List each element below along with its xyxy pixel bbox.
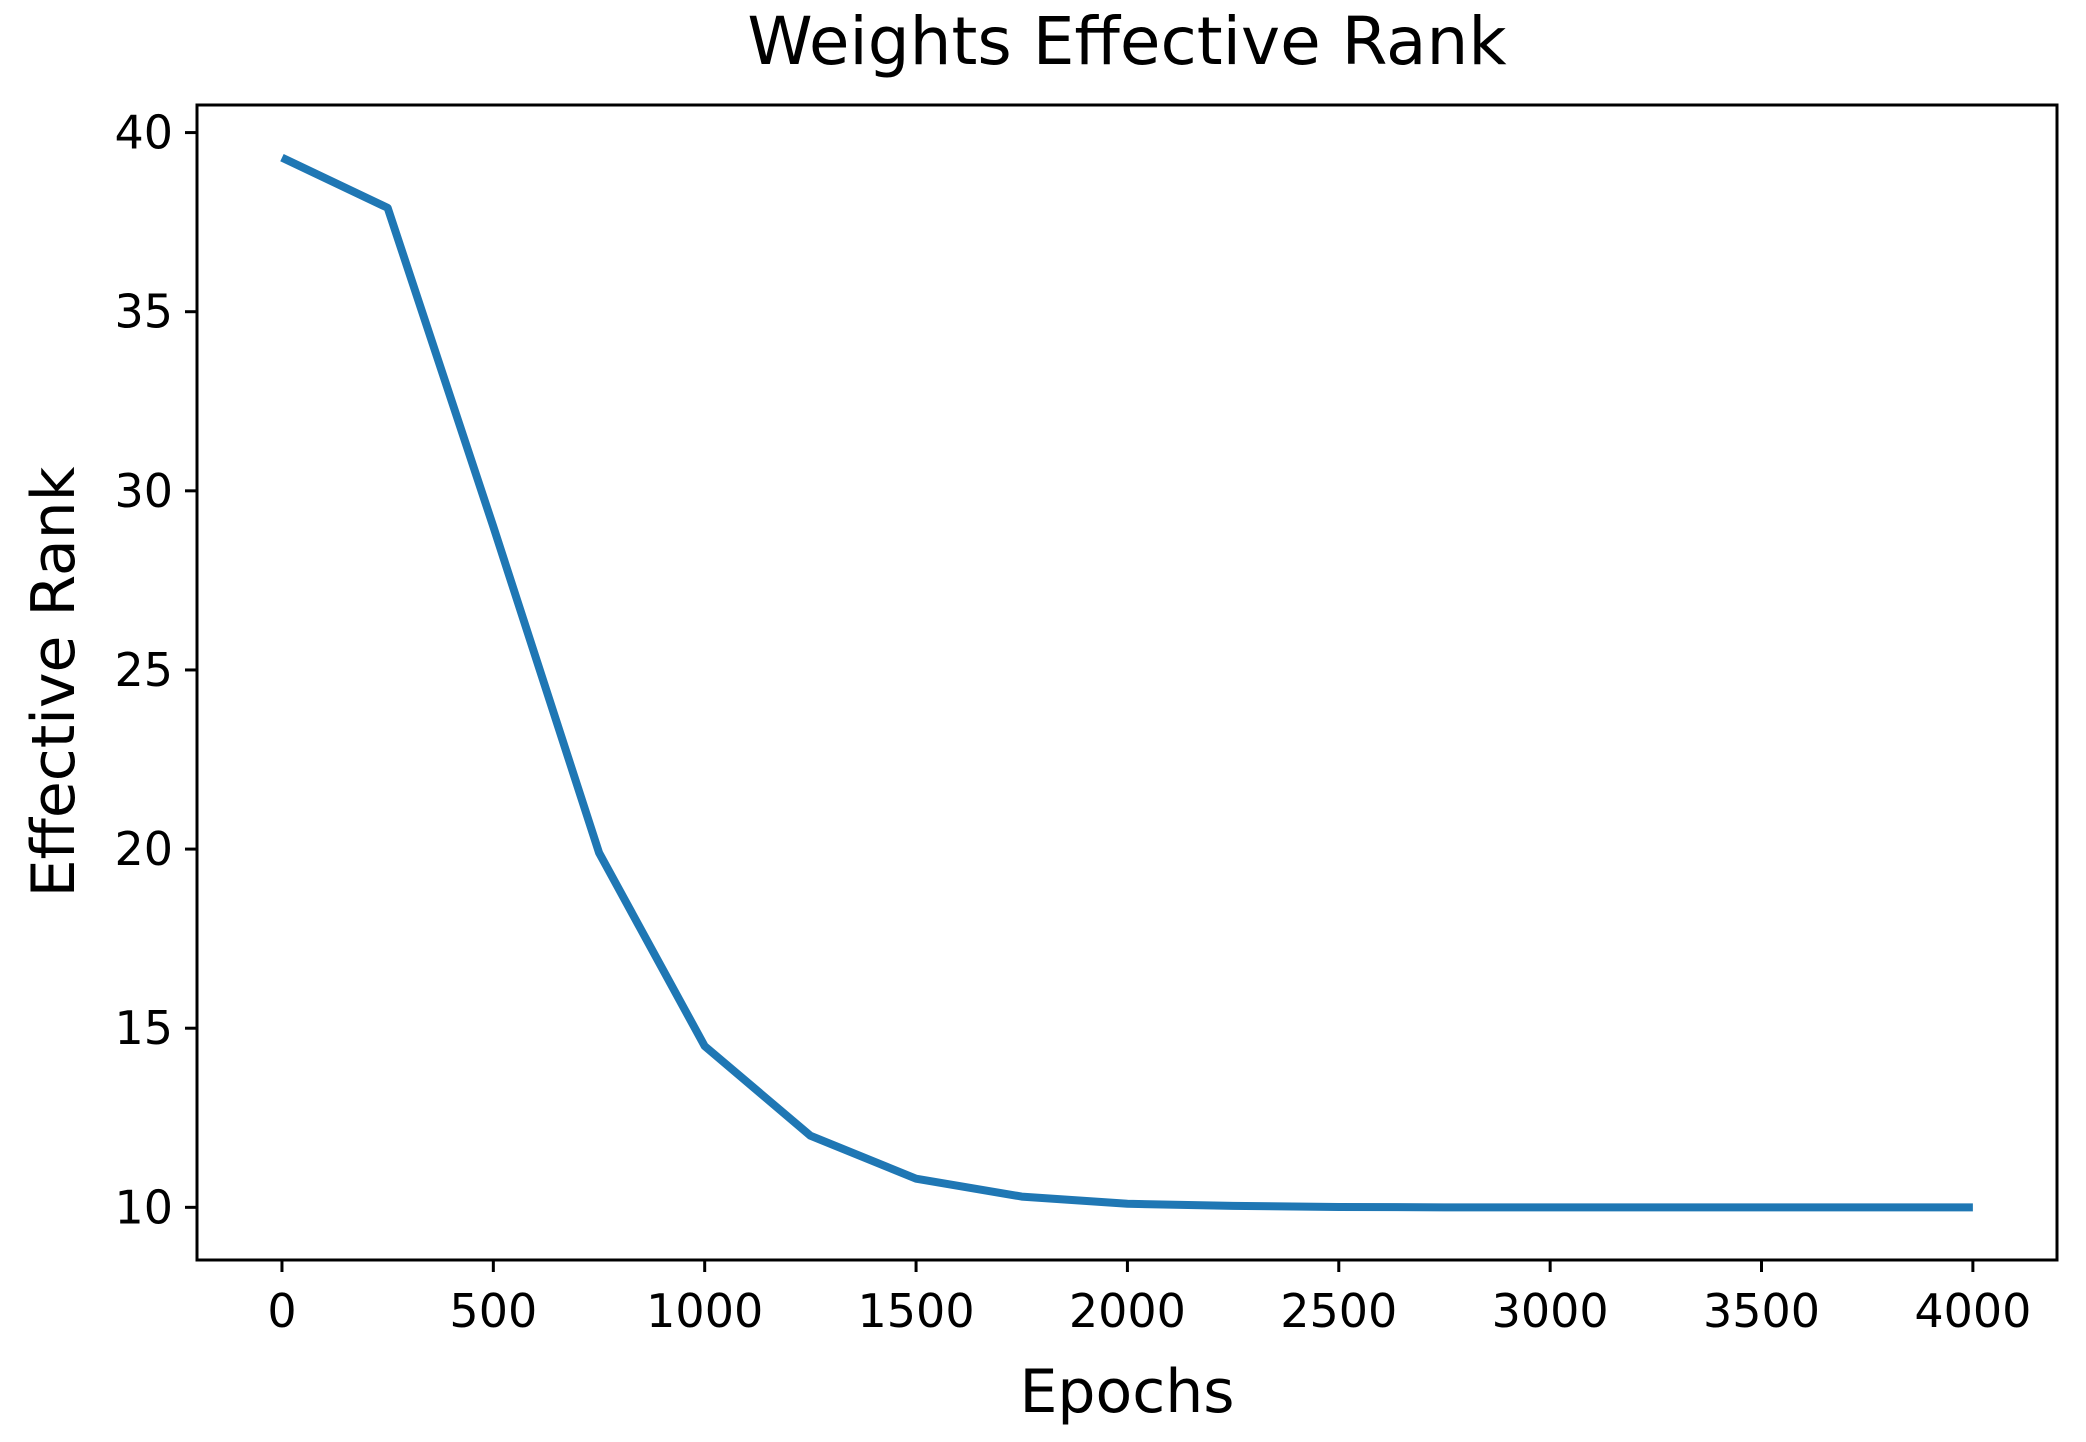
x-tick-label: 1000 [646,1284,763,1338]
x-tick-label: 1500 [858,1284,975,1338]
x-tick-label: 3500 [1703,1284,1820,1338]
x-tick-label: 500 [449,1284,537,1338]
y-tick-label: 20 [114,822,173,876]
y-axis-title: Effective Rank [19,466,89,897]
y-tick-label: 40 [114,106,173,160]
y-axis-ticks: 10 15 20 25 30 35 40 [114,106,197,1234]
x-axis-ticks: 0 500 1000 1500 2000 2500 3000 3500 4000 [267,1260,2031,1338]
y-tick-label: 30 [114,464,173,518]
x-tick-label: 3000 [1492,1284,1609,1338]
plot-spines [195,103,2059,1262]
y-tick-label: 10 [114,1180,173,1234]
x-tick-label: 2000 [1069,1284,1186,1338]
y-tick-label: 35 [114,285,173,339]
y-tick-label: 15 [114,1001,173,1055]
x-axis-title: Epochs [1020,1357,1235,1427]
x-tick-label: 0 [267,1284,296,1338]
y-tick-label: 25 [114,643,173,697]
x-tick-label: 4000 [1914,1284,2031,1338]
chart-title: Weights Effective Rank [747,3,1507,80]
series-line-effective-rank [280,154,1973,1212]
data-series [280,154,1973,1212]
x-tick-label: 2500 [1280,1284,1397,1338]
